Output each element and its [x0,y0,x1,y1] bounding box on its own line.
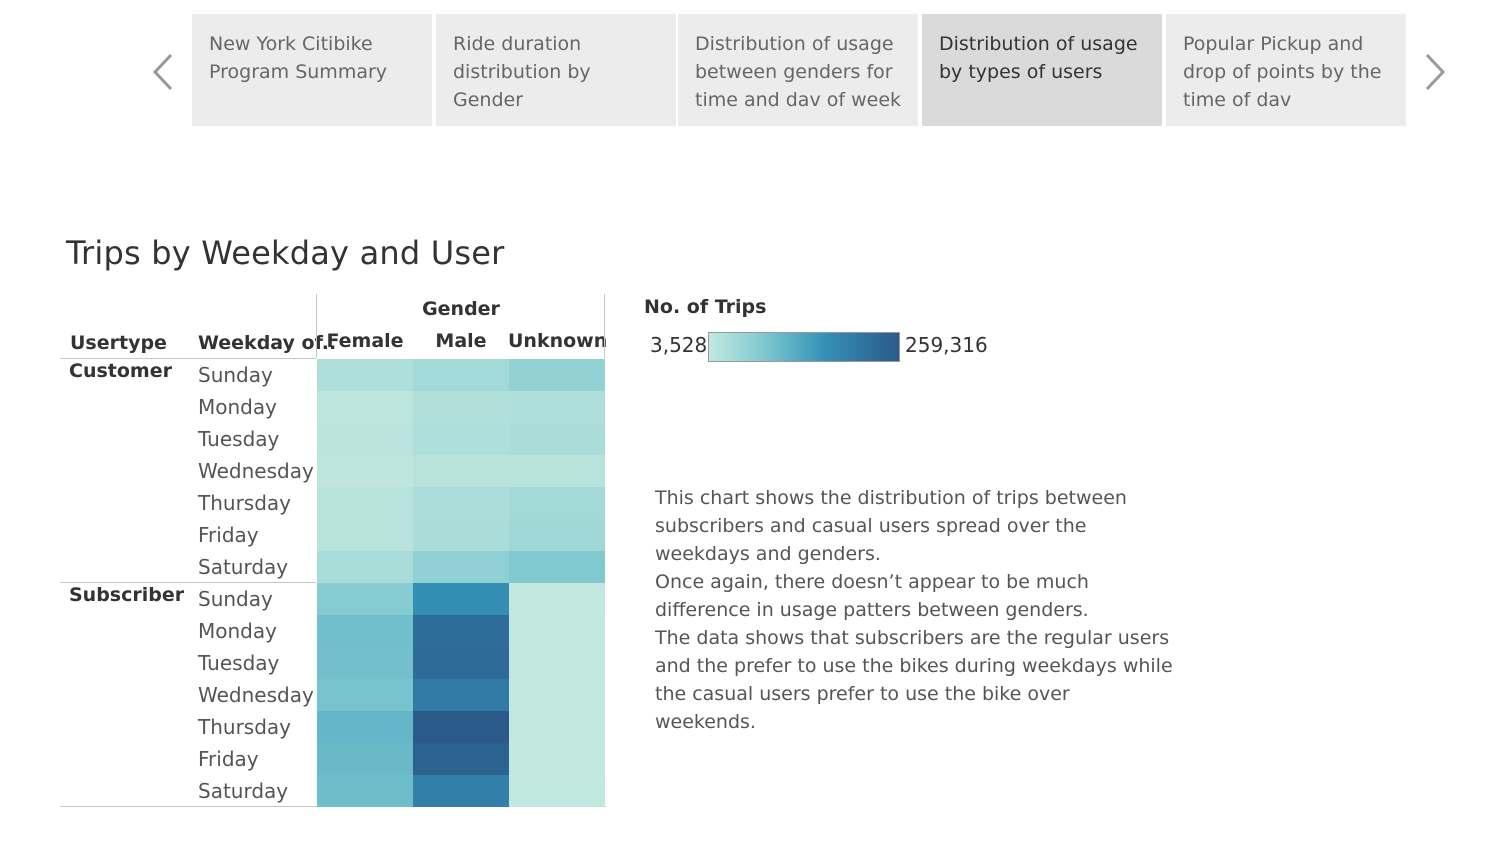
legend-title: No. of Trips [644,296,767,318]
heatmap-cell[interactable] [509,711,605,743]
column-header-unknown[interactable]: Unknown [508,330,608,352]
header-divider [316,294,317,358]
heatmap-cell[interactable] [509,391,605,423]
heatmap-cell[interactable] [317,583,413,615]
row-label-weekday: Tuesday [198,651,280,675]
heatmap-cell[interactable] [509,487,605,519]
group-label-customer[interactable]: Customer [69,360,172,382]
heatmap-cell[interactable] [509,615,605,647]
sheet-title: Trips by Weekday and User [66,234,505,272]
heatmap-cell[interactable] [317,423,413,455]
heatmap-cell[interactable] [509,359,605,391]
heatmap-cell[interactable] [509,679,605,711]
heatmap-cell[interactable] [413,487,509,519]
heatmap-cell[interactable] [413,551,509,583]
story-point-ride-duration[interactable]: Ride duration distribution by Gender [436,14,676,126]
heatmap-cell[interactable] [317,775,413,807]
description-text: This chart shows the distribution of tri… [655,484,1175,736]
row-label-weekday: Tuesday [198,427,280,451]
heatmap-cell[interactable] [317,743,413,775]
heatmap-cell[interactable] [317,679,413,711]
heatmap-cell[interactable] [317,455,413,487]
heatmap-cell[interactable] [317,711,413,743]
weekday-header[interactable]: Weekday of.. [198,332,337,354]
row-label-weekday: Monday [198,619,277,643]
heatmap-cell[interactable] [413,519,509,551]
heatmap-cell[interactable] [509,455,605,487]
heatmap-cell[interactable] [317,391,413,423]
heatmap-cell[interactable] [317,647,413,679]
row-label-weekday: Monday [198,395,277,419]
row-label-weekday: Sunday [198,587,273,611]
description-paragraph: This chart shows the distribution of tri… [655,487,1127,565]
heatmap-cell[interactable] [413,583,509,615]
story-point-gender-usage[interactable]: Distribution of usage between genders fo… [678,14,918,126]
group-label-subscriber[interactable]: Subscriber [69,584,185,606]
row-label-weekday: Wednesday [198,683,314,707]
heatmap-cell[interactable] [413,679,509,711]
story-navigation: New York Citibike Program Summary Ride d… [0,14,1506,126]
heatmap-cell[interactable] [509,423,605,455]
row-label-weekday: Thursday [198,715,291,739]
chevron-right-icon [1425,53,1446,91]
heatmap-cell[interactable] [509,551,605,583]
story-point-pickup-dropoff[interactable]: Popular Pickup and drop of points by the… [1166,14,1406,126]
heatmap-cell[interactable] [413,455,509,487]
description-paragraph: The data shows that subscribers are the … [655,627,1173,733]
row-label-weekday: Saturday [198,779,289,803]
heatmap-cell[interactable] [317,551,413,583]
heatmap-cell[interactable] [413,391,509,423]
heatmap-cell[interactable] [317,487,413,519]
heatmap-cell[interactable] [413,775,509,807]
row-label-weekday: Sunday [198,363,273,387]
gender-header: Gender [422,298,500,320]
heatmap-grid [317,359,605,807]
column-header-male[interactable]: Male [435,330,487,352]
story-point-summary[interactable]: New York Citibike Program Summary [192,14,432,126]
heatmap-cell[interactable] [413,647,509,679]
heatmap-cell[interactable] [509,743,605,775]
story-point-user-types[interactable]: Distribution of usage by types of users [922,14,1162,126]
heatmap-cell[interactable] [413,359,509,391]
color-legend-gradient[interactable] [708,332,900,362]
heatmap-cell[interactable] [317,519,413,551]
chevron-left-icon [152,53,173,91]
row-label-weekday: Saturday [198,555,289,579]
usertype-header[interactable]: Usertype [70,332,167,354]
heatmap-cell[interactable] [413,423,509,455]
column-header-female[interactable]: Female [326,330,404,352]
row-label-weekday: Thursday [198,491,291,515]
heatmap-cell[interactable] [509,775,605,807]
header-rule [60,358,316,359]
next-story-point-button[interactable] [1419,52,1451,92]
heatmap-cell[interactable] [317,615,413,647]
description-paragraph: Once again, there doesn’t appear to be m… [655,571,1089,621]
row-label-weekday: Wednesday [198,459,314,483]
legend-max-label: 259,316 [905,333,988,357]
row-label-weekday: Friday [198,523,259,547]
heatmap-cell[interactable] [509,647,605,679]
header-divider [604,294,605,358]
heatmap-cell[interactable] [413,743,509,775]
heatmap-cell[interactable] [509,519,605,551]
group-divider [60,582,316,583]
heatmap-cell[interactable] [413,615,509,647]
legend-min-label: 3,528 [650,333,708,357]
heatmap-cell[interactable] [509,583,605,615]
row-label-weekday: Friday [198,747,259,771]
previous-story-point-button[interactable] [147,52,179,92]
heatmap-cell[interactable] [317,359,413,391]
heatmap-cell[interactable] [413,711,509,743]
